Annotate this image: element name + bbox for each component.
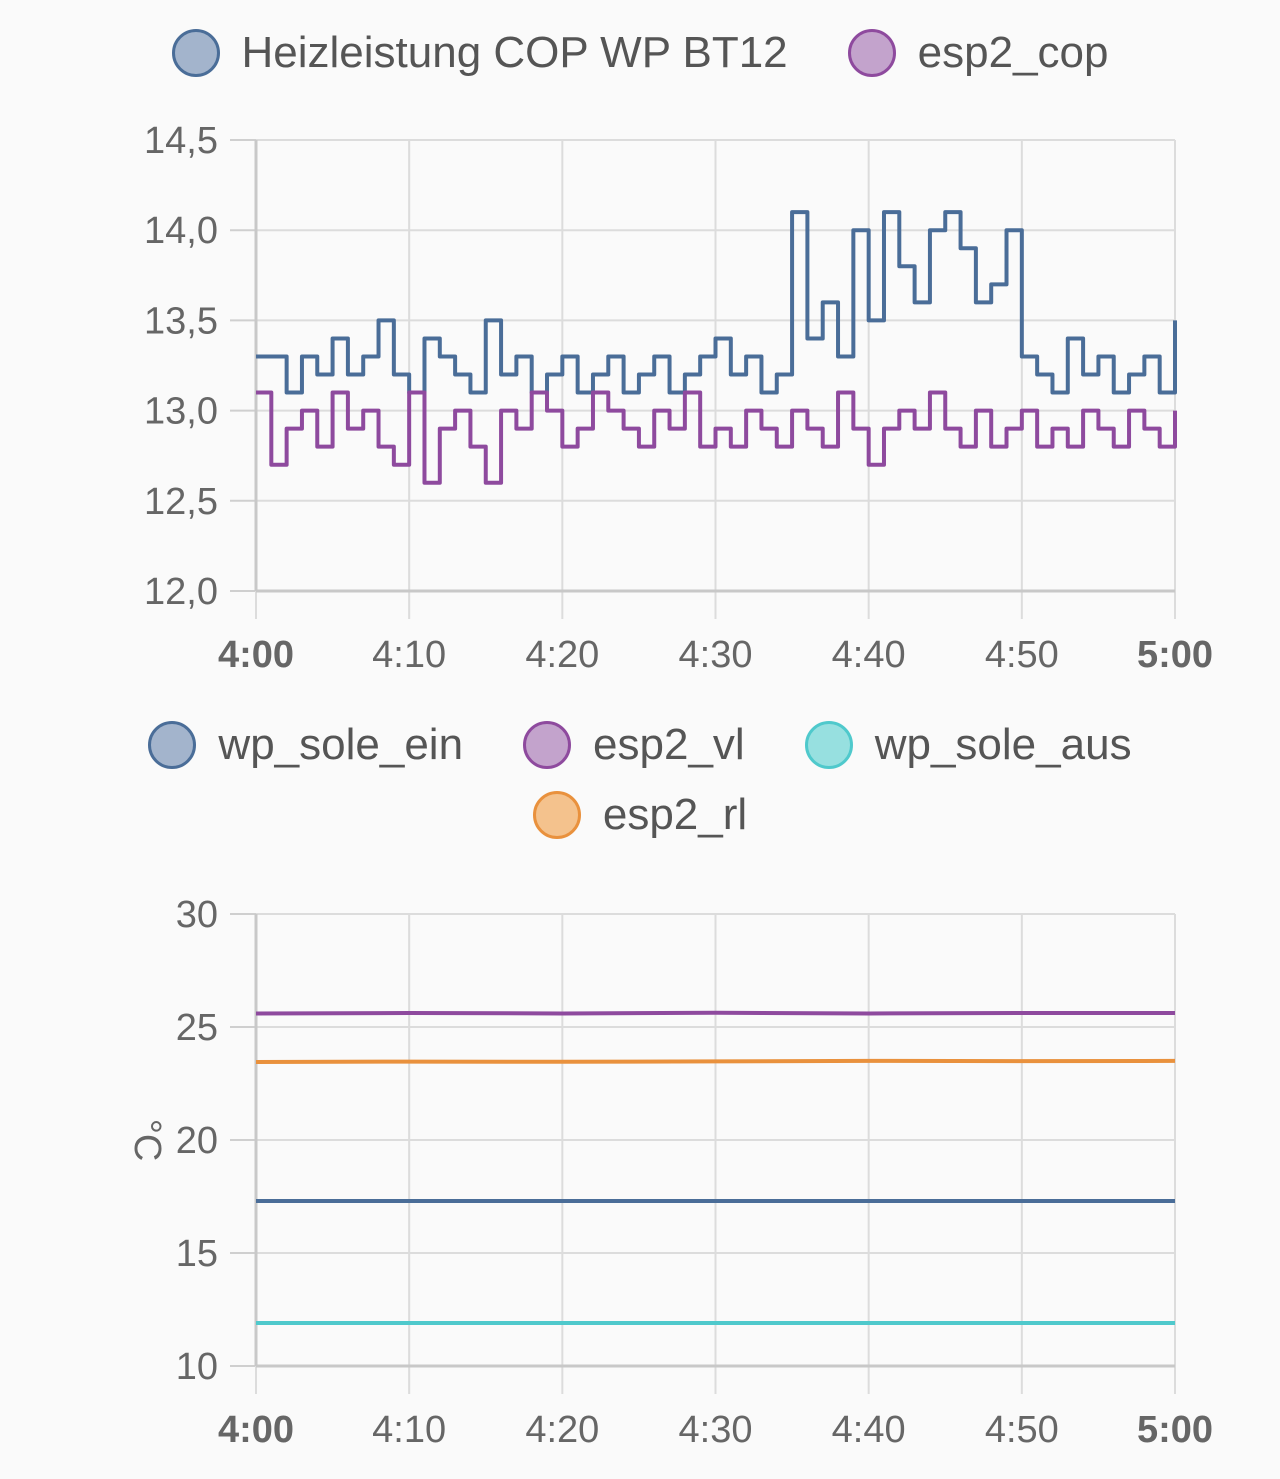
legend-label: esp2_vl [593, 720, 745, 769]
x-tick-label: 4:00 [218, 634, 294, 676]
x-tick-label: 4:10 [372, 634, 446, 676]
legend-item-esp2-cop[interactable]: esp2_cop [847, 28, 1109, 78]
legend-label: esp2_cop [917, 28, 1109, 77]
y-tick-label: 12,5 [144, 481, 218, 523]
legend-swatch [523, 721, 572, 769]
temperature-chart: 30 25 20 15 104:00 4:10 4:20 4:30 4:40 4:50 5:00 °C [126, 894, 1213, 1450]
series-line-esp2-cop [256, 390, 1177, 485]
legend-swatch [148, 721, 197, 769]
legend-chart-2: wp_sole_ein esp2_vl wp_sole_aus esp2_rl [90, 720, 1190, 860]
x-tick-label: 4:20 [525, 634, 599, 676]
x-tick-label: 4:00 [218, 1409, 294, 1450]
legend-label: wp_sole_ein [218, 720, 464, 769]
legend-item-esp2-rl[interactable]: esp2_rl [532, 790, 748, 840]
y-tick-label: 13,0 [144, 391, 218, 433]
y-tick-label: 25 [176, 1007, 218, 1049]
x-tick-label: 5:00 [1137, 1409, 1213, 1450]
legend-swatch [847, 29, 896, 77]
legend-item-wp-sole-ein[interactable]: wp_sole_ein [148, 720, 463, 770]
legend-swatch [171, 29, 220, 77]
x-tick-label: 4:50 [985, 1409, 1059, 1450]
legend-chart-1: Heizleistung COP WP BT12 esp2_cop [0, 28, 1280, 98]
y-tick-label: 15 [176, 1233, 218, 1275]
y-tick-label: 20 [176, 1120, 218, 1162]
legend-swatch [804, 721, 853, 769]
legend-label: Heizleistung COP WP BT12 [241, 28, 788, 77]
series-line-esp2-vl [255, 1010, 1175, 1016]
legend-item-heizleistung-cop-wp-bt12[interactable]: Heizleistung COP WP BT12 [171, 28, 788, 78]
x-tick-label: 4:50 [985, 634, 1059, 676]
legend-item-esp2-vl[interactable]: esp2_vl [523, 720, 745, 770]
y-tick-label: 13,5 [144, 300, 218, 342]
series-line-heizleistung-cop-wp-bt12 [256, 210, 1177, 395]
y-tick-label: 30 [176, 894, 218, 936]
x-tick-label: 4:40 [832, 634, 906, 676]
legend-label: wp_sole_aus [874, 720, 1132, 769]
y-tick-label: 14,5 [144, 120, 218, 162]
x-tick-label: 4:30 [679, 1409, 753, 1450]
x-tick-label: 4:10 [372, 1409, 446, 1450]
cop-chart: 14,5 14,0 13,5 13,0 12,5 12,04:00 4:10 4:20 4:30… [144, 120, 1213, 676]
series-line-esp2-rl [255, 1058, 1176, 1065]
y-tick-label: 12,0 [144, 571, 218, 613]
legend-item-wp-sole-aus[interactable]: wp_sole_aus [804, 720, 1132, 770]
x-tick-label: 5:00 [1137, 634, 1213, 676]
y-tick-label: 10 [176, 1346, 218, 1388]
x-tick-label: 4:30 [679, 634, 753, 676]
y-tick-label: 14,0 [144, 210, 218, 252]
legend-label: esp2_rl [602, 790, 748, 839]
y-axis-label: °C [126, 1119, 168, 1162]
x-tick-label: 4:40 [832, 1409, 906, 1450]
x-tick-label: 4:20 [525, 1409, 599, 1450]
legend-swatch [532, 791, 581, 839]
